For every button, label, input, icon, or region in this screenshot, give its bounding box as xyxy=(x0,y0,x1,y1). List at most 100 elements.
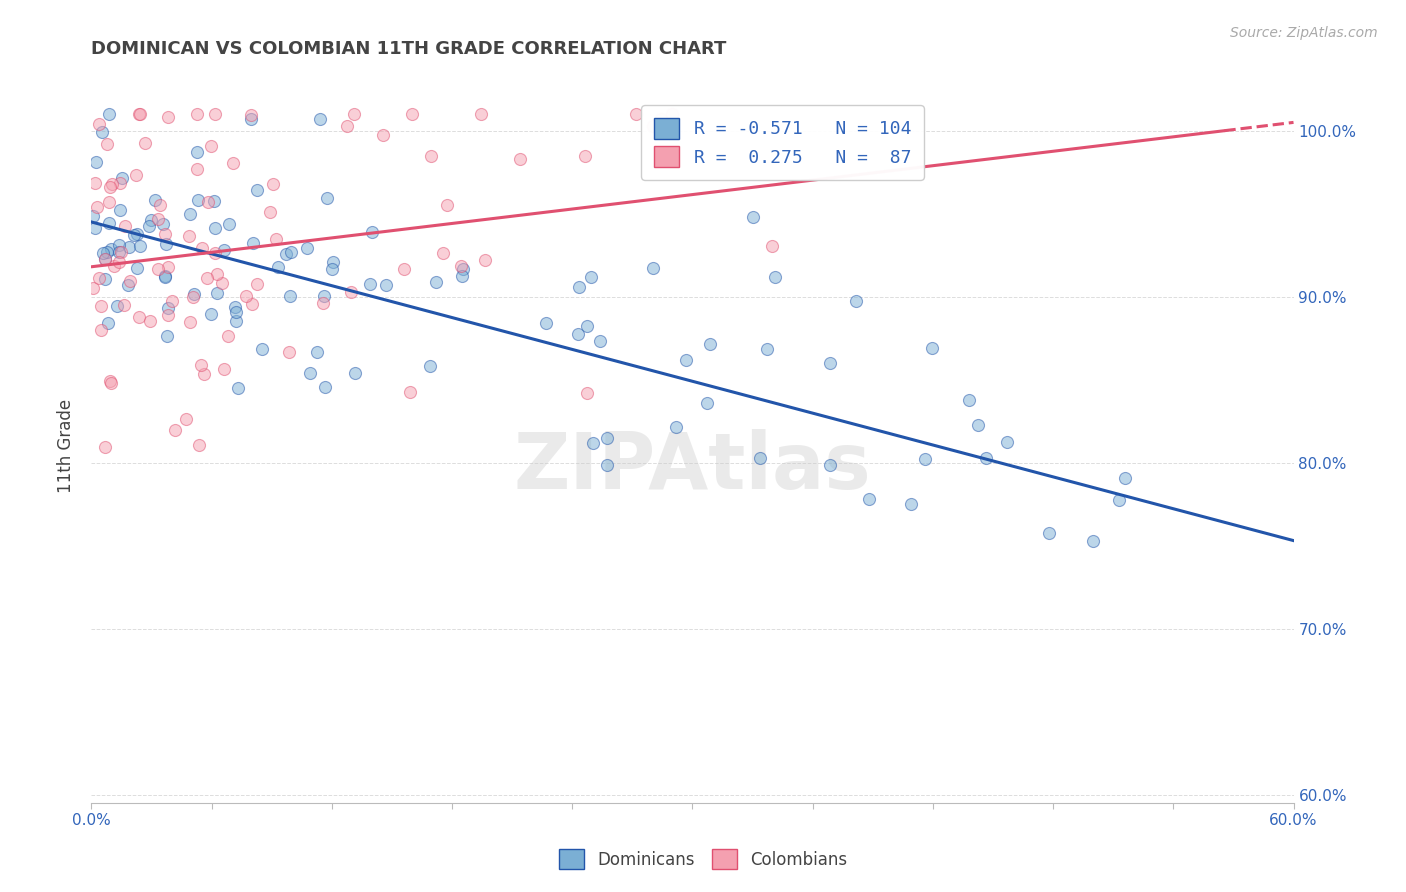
Point xyxy=(235,289,257,303)
Point xyxy=(128,310,150,325)
Point xyxy=(921,342,943,356)
Point xyxy=(308,112,330,126)
Point xyxy=(995,435,1018,450)
Point xyxy=(122,227,145,242)
Point xyxy=(200,307,222,321)
Point xyxy=(195,270,218,285)
Point xyxy=(1114,470,1136,484)
Point xyxy=(162,294,184,309)
Point xyxy=(373,128,395,142)
Point xyxy=(748,451,770,466)
Point xyxy=(98,375,121,389)
Point xyxy=(858,492,880,507)
Point xyxy=(84,176,107,190)
Point xyxy=(84,155,107,169)
Point xyxy=(129,238,152,252)
Point xyxy=(696,395,718,409)
Point xyxy=(763,270,786,285)
Point xyxy=(108,237,131,252)
Point xyxy=(110,202,132,217)
Point xyxy=(186,145,208,159)
Point xyxy=(190,241,212,255)
Point xyxy=(343,107,366,121)
Point xyxy=(94,252,117,266)
Point xyxy=(665,420,688,434)
Point xyxy=(94,440,117,454)
Point xyxy=(453,261,475,276)
Point xyxy=(204,107,226,121)
Point xyxy=(226,381,249,395)
Point xyxy=(97,317,120,331)
Point xyxy=(96,137,118,152)
Point xyxy=(153,269,176,284)
Point xyxy=(534,316,557,330)
Point xyxy=(432,245,454,260)
Point xyxy=(82,281,104,295)
Point xyxy=(567,327,589,342)
Point xyxy=(221,156,243,170)
Point xyxy=(97,216,120,230)
Point xyxy=(225,314,247,328)
Point xyxy=(974,451,997,466)
Point xyxy=(156,301,179,315)
Point xyxy=(152,217,174,231)
Point xyxy=(156,308,179,322)
Y-axis label: 11th Grade: 11th Grade xyxy=(58,399,76,493)
Point xyxy=(914,452,936,467)
Point xyxy=(87,270,110,285)
Point xyxy=(276,246,298,260)
Point xyxy=(316,191,339,205)
Point xyxy=(134,136,156,151)
Point xyxy=(90,124,112,138)
Point xyxy=(98,194,121,209)
Point xyxy=(156,329,179,343)
Point xyxy=(155,237,177,252)
Point xyxy=(242,235,264,250)
Point xyxy=(761,238,783,252)
Point xyxy=(224,300,246,314)
Point xyxy=(225,305,247,319)
Point xyxy=(336,119,359,133)
Point xyxy=(181,290,204,304)
Point xyxy=(190,358,212,372)
Point xyxy=(108,245,131,260)
Point xyxy=(419,149,441,163)
Point xyxy=(419,359,441,374)
Text: ZIPAtlas: ZIPAtlas xyxy=(513,429,872,506)
Point xyxy=(596,431,619,445)
Point xyxy=(650,112,672,126)
Point xyxy=(425,275,447,289)
Point xyxy=(280,244,302,259)
Point xyxy=(93,246,115,260)
Point xyxy=(277,345,299,359)
Point xyxy=(1081,534,1104,549)
Point xyxy=(179,229,201,244)
Point xyxy=(900,497,922,511)
Point xyxy=(259,205,281,219)
Point xyxy=(101,178,124,192)
Point xyxy=(401,107,423,121)
Point xyxy=(114,219,136,233)
Point xyxy=(576,386,599,401)
Point xyxy=(179,315,201,329)
Legend: Dominicans, Colombians: Dominicans, Colombians xyxy=(548,838,858,880)
Point xyxy=(127,260,149,275)
Point xyxy=(138,219,160,233)
Point xyxy=(579,270,602,285)
Point xyxy=(1038,525,1060,540)
Point xyxy=(98,107,121,121)
Point xyxy=(643,260,665,275)
Point xyxy=(139,314,162,328)
Point xyxy=(250,343,273,357)
Point xyxy=(361,225,384,239)
Point xyxy=(212,244,235,258)
Point xyxy=(240,112,263,126)
Point xyxy=(112,298,135,312)
Point xyxy=(267,260,290,274)
Point xyxy=(82,209,104,223)
Point xyxy=(125,168,148,182)
Point xyxy=(146,211,169,226)
Point xyxy=(240,297,263,311)
Point xyxy=(245,183,267,197)
Point xyxy=(398,385,420,400)
